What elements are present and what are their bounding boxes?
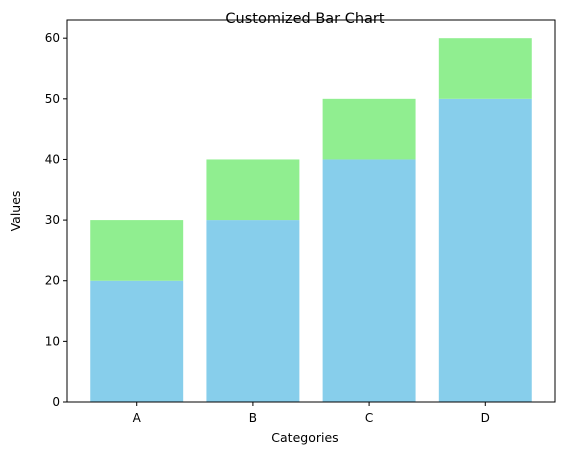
x-axis-ticks: A B C D [133, 402, 490, 425]
y-tick-label: 40 [45, 152, 60, 166]
y-tick-label: 20 [45, 274, 60, 288]
y-axis-label: Values [8, 191, 23, 232]
x-axis-label: Categories [271, 430, 338, 445]
y-tick-label: 50 [45, 92, 60, 106]
y-tick-label: 10 [45, 334, 60, 348]
bars [90, 38, 532, 403]
chart-title: Customized Bar Chart [225, 11, 384, 27]
y-tick-label: 30 [45, 213, 60, 227]
bar-D-series-1 [438, 98, 532, 403]
x-tick-label-A: A [133, 411, 142, 425]
y-tick-label: 60 [45, 31, 60, 45]
bar-A-series-1 [90, 280, 184, 402]
bar-D-series-2 [438, 38, 532, 99]
x-tick-label-D: D [481, 411, 490, 425]
bar-C-series-2 [322, 98, 416, 160]
y-axis-ticks: 0 10 20 30 40 50 60 [45, 31, 67, 409]
bar-C-series-1 [322, 159, 416, 402]
x-tick-label-C: C [365, 411, 373, 425]
bar-A-series-2 [90, 220, 184, 281]
bar-B-series-1 [206, 220, 300, 402]
y-tick-label: 0 [52, 395, 60, 409]
x-tick-label-B: B [249, 411, 257, 425]
bar-B-series-2 [206, 159, 300, 221]
plot-frame [66, 19, 556, 403]
